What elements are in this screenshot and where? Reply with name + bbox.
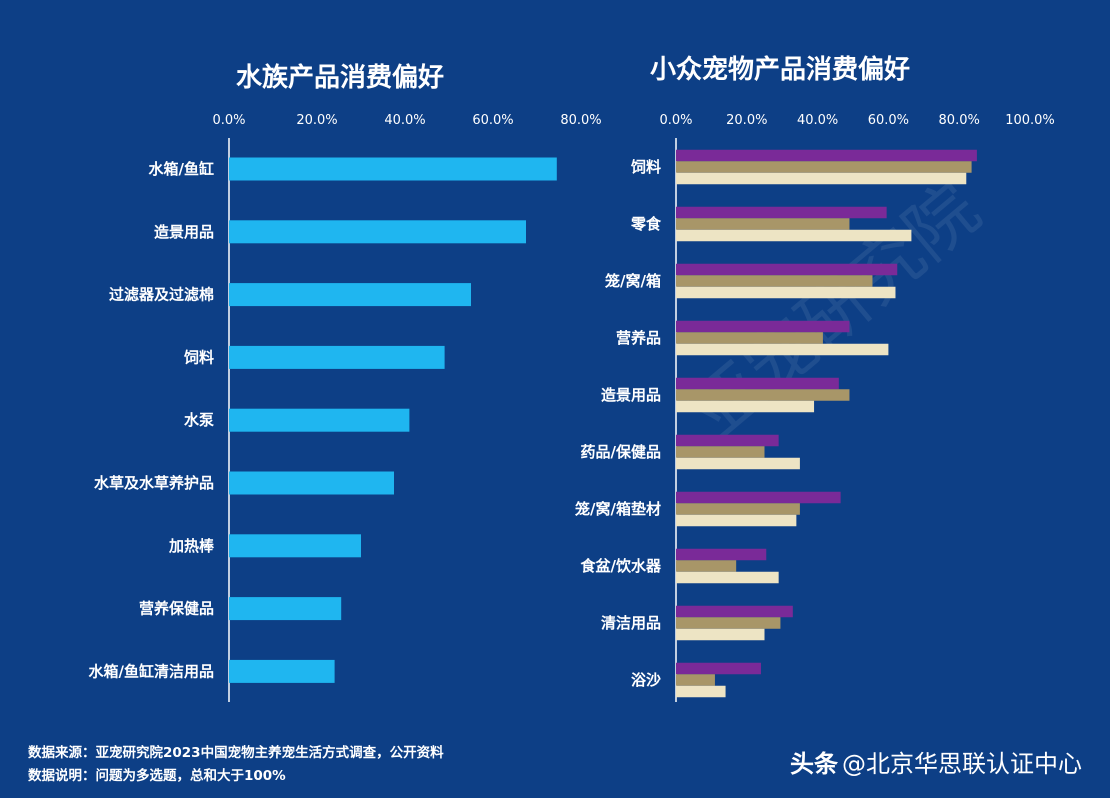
data-source-note: 数据来源：亚宠研究院2023中国宠物主养宠生活方式调查，公开资料 bbox=[28, 745, 444, 761]
small-pet-tick-label: 60.0% bbox=[868, 113, 909, 128]
small-pet-tick-label: 80.0% bbox=[939, 113, 980, 128]
small-pet-bar bbox=[676, 229, 912, 242]
small-pet-bar bbox=[676, 503, 800, 515]
aquatic-bar bbox=[229, 345, 445, 369]
aquatic-category-label: 营养保健品 bbox=[139, 600, 214, 618]
small-pet-tick-label: 0.0% bbox=[659, 113, 692, 128]
small-pet-chart-title: 小众宠物产品消费偏好 bbox=[650, 54, 910, 85]
aquatic-category-label: 水草及水草养护品 bbox=[94, 474, 214, 492]
aquatic-bar bbox=[229, 534, 361, 558]
aquatic-chart-title: 水族产品消费偏好 bbox=[236, 62, 444, 93]
aquatic-bars bbox=[229, 157, 557, 683]
small-pet-bar bbox=[676, 218, 850, 230]
aquatic-tick-label: 0.0% bbox=[212, 113, 245, 128]
small-pet-bar bbox=[676, 286, 896, 299]
aquatic-bar bbox=[229, 157, 557, 181]
aquatic-category-label: 水箱/鱼缸 bbox=[149, 160, 214, 178]
aquatic-tick-label: 60.0% bbox=[472, 113, 513, 128]
aquatic-tick-label: 20.0% bbox=[296, 113, 337, 128]
small-pet-bar bbox=[676, 628, 765, 641]
aquatic-categories: 水箱/鱼缸造景用品过滤器及过滤棉饲料水泵水草及水草养护品加热棒营养保健品水箱/鱼… bbox=[89, 160, 215, 680]
small-pet-bar bbox=[676, 674, 715, 686]
aquatic-bar bbox=[229, 408, 410, 432]
aquatic-tick-label: 80.0% bbox=[560, 113, 601, 128]
small-pet-bar bbox=[676, 172, 967, 185]
small-pet-bar bbox=[676, 389, 850, 401]
small-pet-category-label: 营养品 bbox=[616, 329, 661, 347]
small-pet-bar bbox=[676, 149, 977, 162]
aquatic-products-chart: 水族产品消费偏好 0.0% 20.0% 40.0% 60.0% 80.0% 水箱/鱼缸造… bbox=[89, 62, 602, 702]
small-pet-category-label: 饲料 bbox=[630, 158, 661, 176]
small-pet-categories: 饲料零食笼/窝/箱营养品造景用品药品/保健品笼/窝/箱垫材食盆/饮水器清洁用品浴… bbox=[574, 158, 662, 689]
small-pet-bar bbox=[676, 206, 887, 219]
aquatic-category-label: 水泵 bbox=[184, 411, 214, 429]
small-pet-category-label: 浴沙 bbox=[631, 671, 661, 689]
aquatic-category-label: 加热棒 bbox=[168, 537, 215, 555]
small-pet-bar bbox=[676, 434, 779, 447]
small-pet-category-label: 零食 bbox=[630, 215, 662, 233]
aquatic-bar bbox=[229, 597, 342, 621]
toutiao-brand: 头条 bbox=[790, 750, 838, 778]
small-pet-bar bbox=[676, 275, 873, 287]
aquatic-tick-label: 40.0% bbox=[384, 113, 425, 128]
toutiao-handle: @北京华思联认证中心 bbox=[842, 750, 1082, 778]
small-pet-bar bbox=[676, 685, 726, 698]
small-pet-bar bbox=[676, 560, 737, 572]
aquatic-category-label: 造景用品 bbox=[154, 223, 214, 241]
small-pet-bar bbox=[676, 343, 889, 356]
small-pet-category-label: 清洁用品 bbox=[601, 614, 661, 632]
small-pet-products-chart: 小众宠物产品消费偏好 0.0% 20.0% 40.0% 60.0% 80.0% 100.0… bbox=[574, 54, 1055, 702]
data-description-note: 数据说明：问题为多选题，总和大于100% bbox=[28, 768, 286, 784]
small-pet-bar bbox=[676, 605, 793, 618]
small-pet-category-label: 造景用品 bbox=[601, 386, 661, 404]
small-pet-category-label: 笼/窝/箱垫材 bbox=[574, 500, 661, 518]
small-pet-category-label: 食盆/饮水器 bbox=[581, 557, 662, 575]
small-pet-bar bbox=[676, 514, 797, 527]
aquatic-category-label: 水箱/鱼缸清洁用品 bbox=[89, 662, 214, 680]
toutiao-watermark: 头条 @北京华思联认证中心 bbox=[790, 744, 1082, 779]
small-pet-bar bbox=[676, 571, 779, 584]
small-pet-x-ticks: 0.0% 20.0% 40.0% 60.0% 80.0% 100.0% bbox=[659, 113, 1054, 128]
small-pet-category-label: 药品/保健品 bbox=[581, 443, 661, 461]
small-pet-bar bbox=[676, 617, 781, 629]
aquatic-bar bbox=[229, 220, 526, 244]
small-pet-bar bbox=[676, 457, 800, 470]
aquatic-bar bbox=[229, 659, 335, 683]
small-pet-bars bbox=[676, 149, 977, 698]
small-pet-tick-label: 100.0% bbox=[1005, 113, 1055, 128]
small-pet-bar bbox=[676, 377, 839, 390]
small-pet-bar bbox=[676, 400, 815, 413]
aquatic-bar bbox=[229, 283, 471, 307]
small-pet-bar bbox=[676, 548, 767, 561]
small-pet-bar bbox=[676, 491, 841, 504]
small-pet-bar bbox=[676, 332, 823, 344]
aquatic-category-label: 饲料 bbox=[183, 348, 214, 366]
aquatic-bar bbox=[229, 471, 394, 495]
aquatic-x-ticks: 0.0% 20.0% 40.0% 60.0% 80.0% bbox=[212, 113, 601, 128]
small-pet-bar bbox=[676, 320, 850, 333]
small-pet-tick-label: 20.0% bbox=[726, 113, 767, 128]
small-pet-bar bbox=[676, 662, 761, 675]
small-pet-bar bbox=[676, 446, 765, 458]
small-pet-tick-label: 40.0% bbox=[797, 113, 838, 128]
small-pet-bar bbox=[676, 263, 898, 276]
small-pet-category-label: 笼/窝/箱 bbox=[604, 272, 661, 290]
small-pet-bar bbox=[676, 161, 972, 173]
aquatic-category-label: 过滤器及过滤棉 bbox=[109, 286, 214, 304]
